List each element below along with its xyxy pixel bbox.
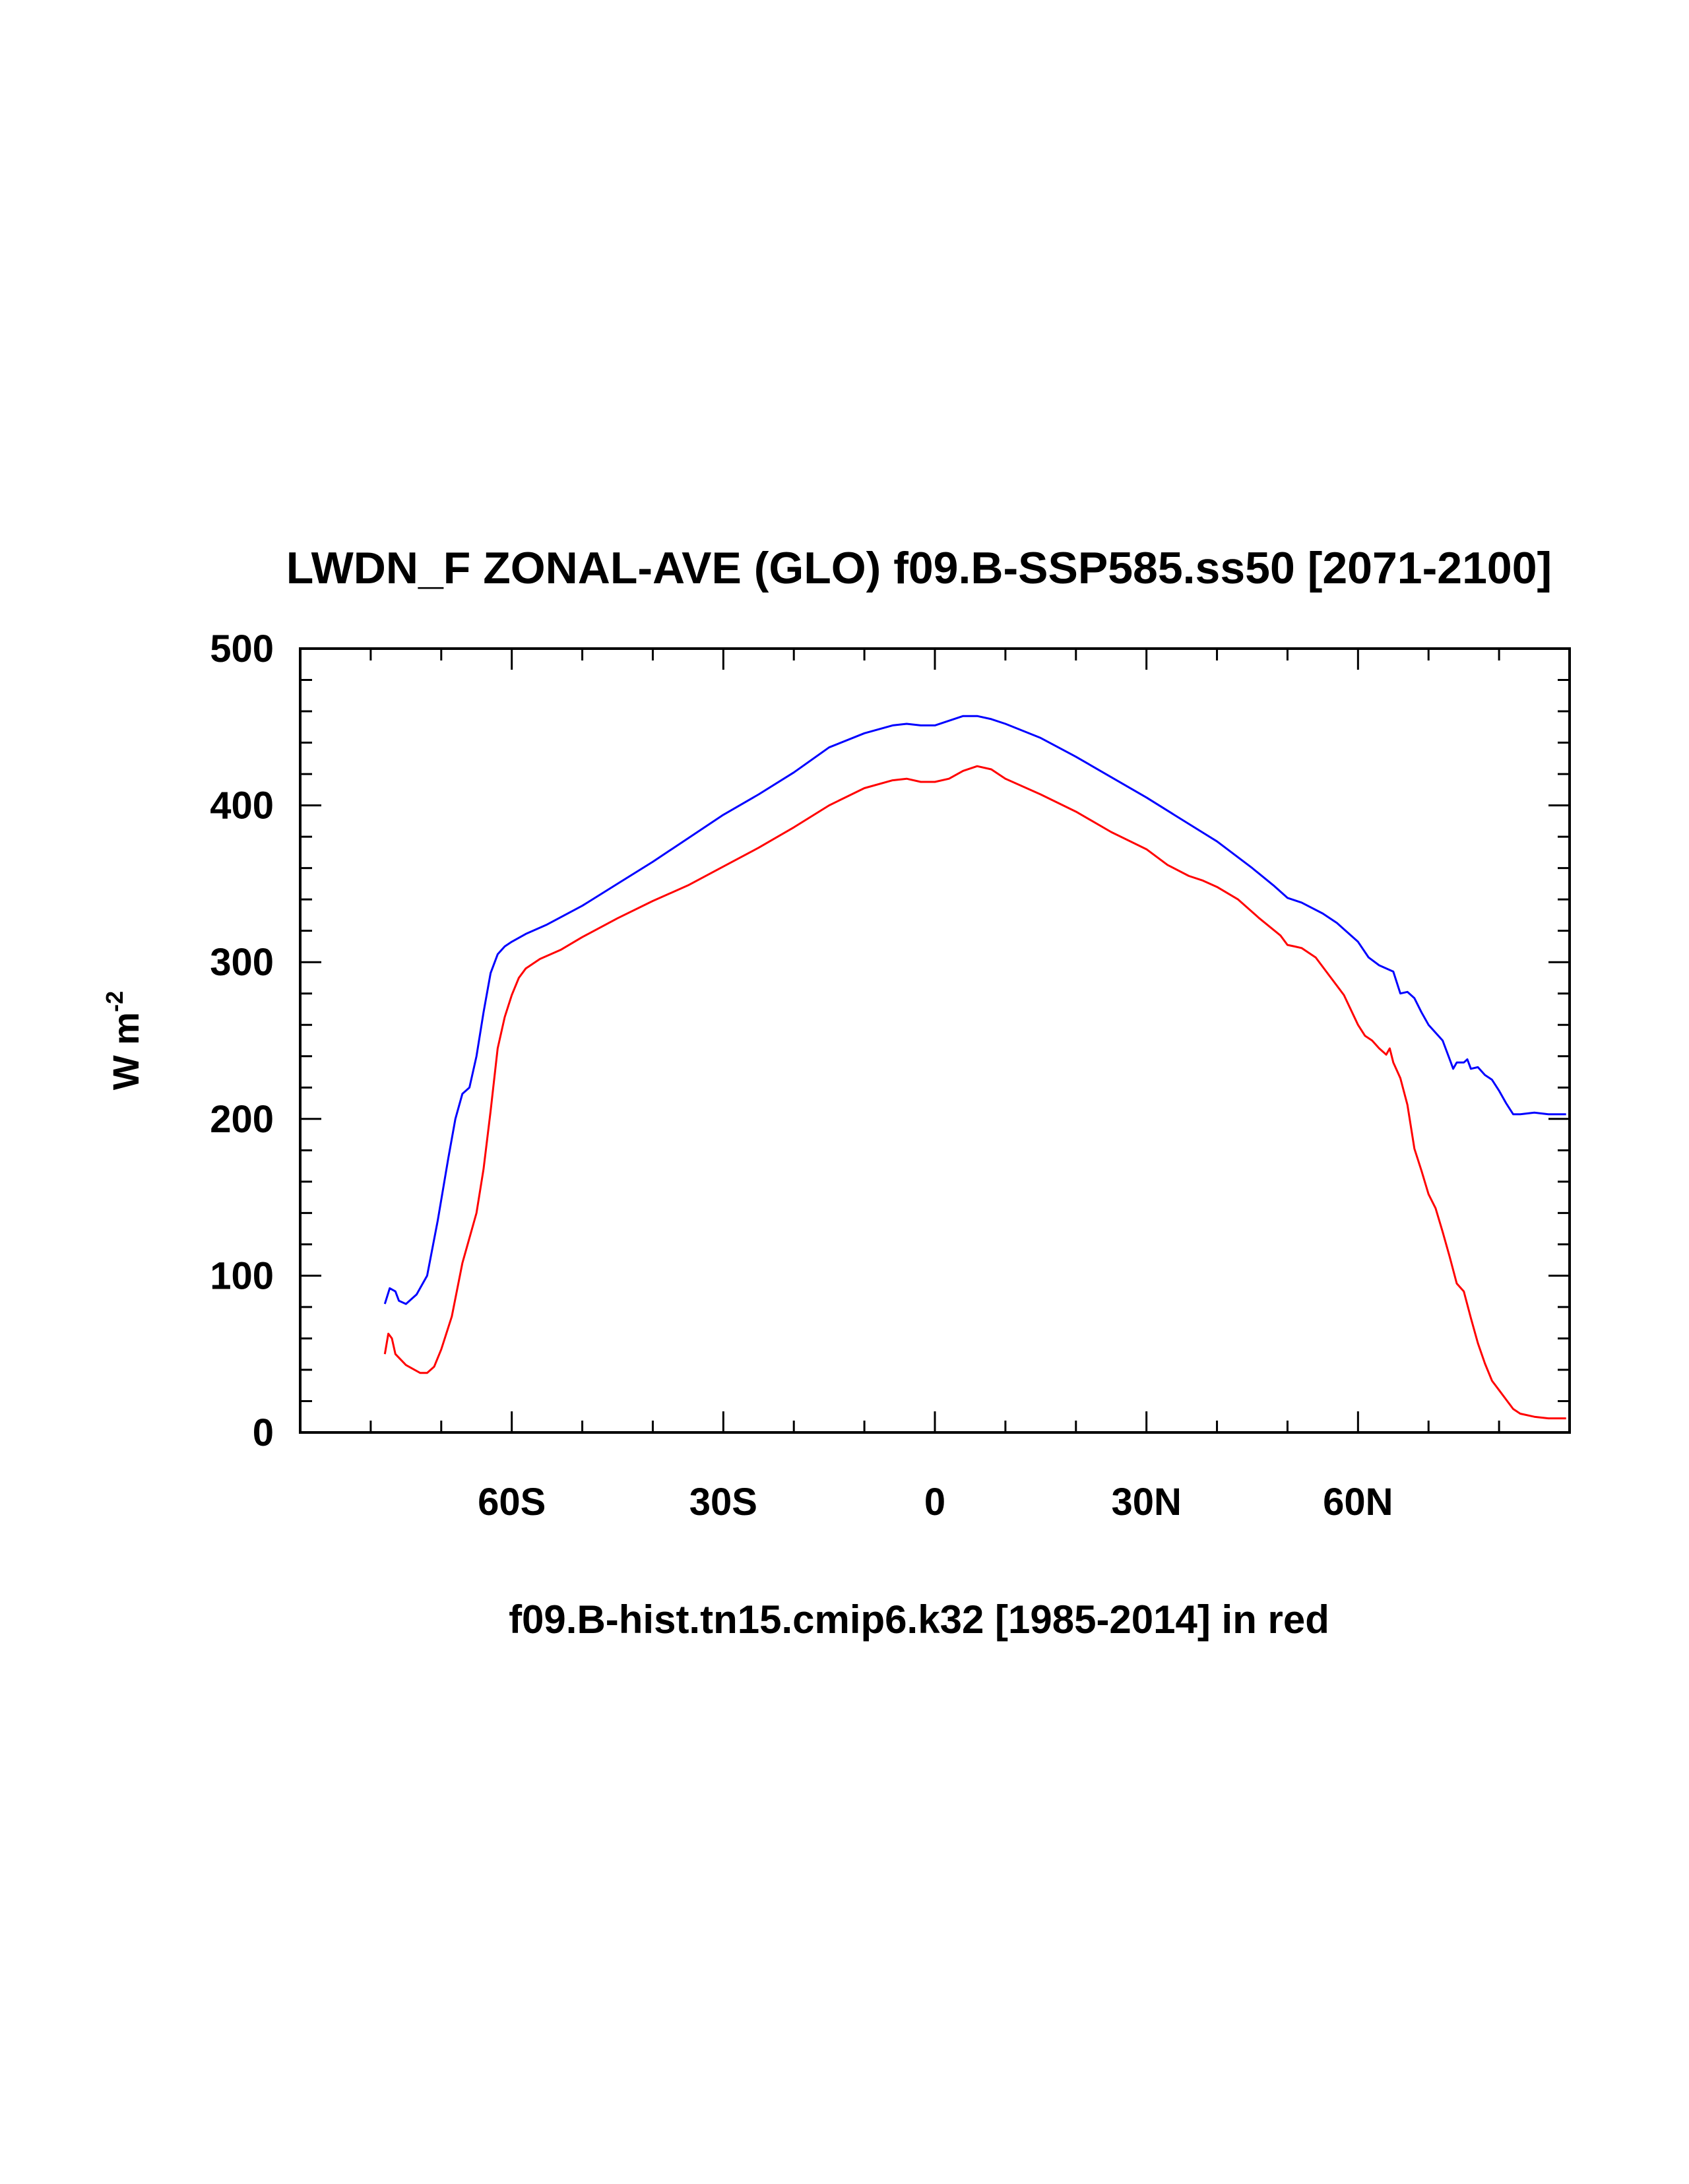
y-tick-label: 300	[210, 941, 274, 984]
x-tick-label: 0	[924, 1481, 945, 1524]
series-line-1	[383, 715, 1566, 1305]
x-tick-label: 30S	[689, 1481, 757, 1524]
y-tick-label: 400	[210, 785, 274, 827]
x-tick-label: 60N	[1323, 1481, 1393, 1524]
y-tick-label: 500	[210, 627, 274, 670]
series-line-2	[383, 765, 1566, 1420]
y-axis-label-superscript: -2	[101, 991, 128, 1012]
y-tick-label: 200	[210, 1098, 274, 1141]
y-tick-label: 100	[210, 1254, 274, 1297]
series-layer	[383, 715, 1566, 1420]
y-axis-label: W m-2	[101, 991, 146, 1090]
chart-title: LWDN_F ZONAL-AVE (GLO) f09.B-SSP585.ss50…	[286, 543, 1552, 593]
x-tick-labels: 60S 30S 0 30N 60N	[478, 1481, 1393, 1524]
plot-border	[299, 647, 1571, 1434]
x-tick-label: 30N	[1111, 1481, 1181, 1524]
x-axis-label: f09.B-hist.tn15.cmip6.k32 [1985-2014] in…	[509, 1597, 1329, 1642]
y-axis-label-main: W m	[105, 1012, 146, 1090]
plot-area	[299, 647, 1571, 1434]
y-tick-labels: 0 100 200 300 400 500	[210, 627, 274, 1454]
x-tick-label: 60S	[478, 1481, 546, 1524]
axis-ticks	[300, 647, 1571, 1434]
y-tick-label: 0	[253, 1411, 274, 1454]
